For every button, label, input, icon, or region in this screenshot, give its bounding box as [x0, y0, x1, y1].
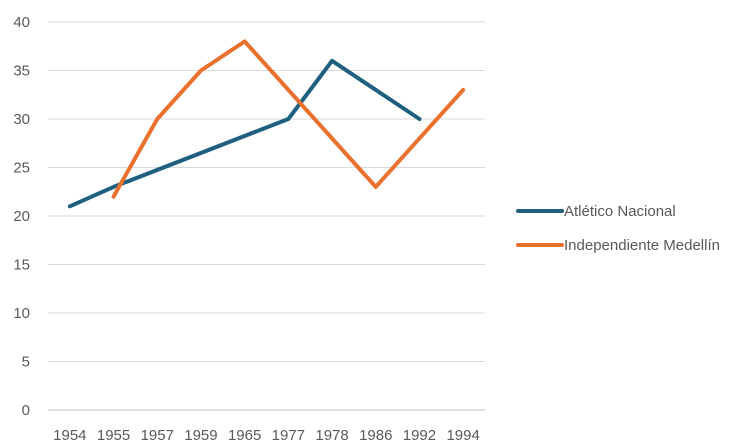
x-tick-label: 1957: [141, 427, 174, 442]
y-tick-label: 40: [13, 14, 30, 31]
y-tick-label: 15: [13, 257, 30, 274]
x-tick-label: 1977: [272, 427, 305, 442]
legend-label: Atlético Nacional: [564, 203, 676, 220]
y-tick-label: 25: [13, 160, 30, 177]
series-lines: [70, 41, 463, 206]
x-tick-label: 1959: [184, 427, 217, 442]
x-tick-label: 1954: [53, 427, 86, 442]
x-tick-label: 1992: [403, 427, 436, 442]
x-tick-label: 1965: [228, 427, 261, 442]
y-tick-label: 35: [13, 63, 30, 80]
y-tick-label: 5: [22, 354, 30, 371]
x-tick-label: 1978: [315, 427, 348, 442]
legend: Atlético Nacional Independiente Medellín: [518, 203, 720, 254]
legend-label: Independiente Medellín: [564, 237, 720, 254]
axes: 0 5 10 15 20 25 30 35 40 1954 1955 1957 1959 1965 1977…: [13, 14, 485, 442]
y-tick-label: 20: [13, 208, 30, 225]
x-tick-label: 1986: [359, 427, 392, 442]
gridlines: [48, 22, 485, 362]
y-tick-label: 10: [13, 305, 30, 322]
y-tick-label: 0: [22, 402, 30, 419]
x-tick-label: 1994: [446, 427, 479, 442]
x-tick-label: 1955: [97, 427, 130, 442]
y-tick-label: 30: [13, 111, 30, 128]
